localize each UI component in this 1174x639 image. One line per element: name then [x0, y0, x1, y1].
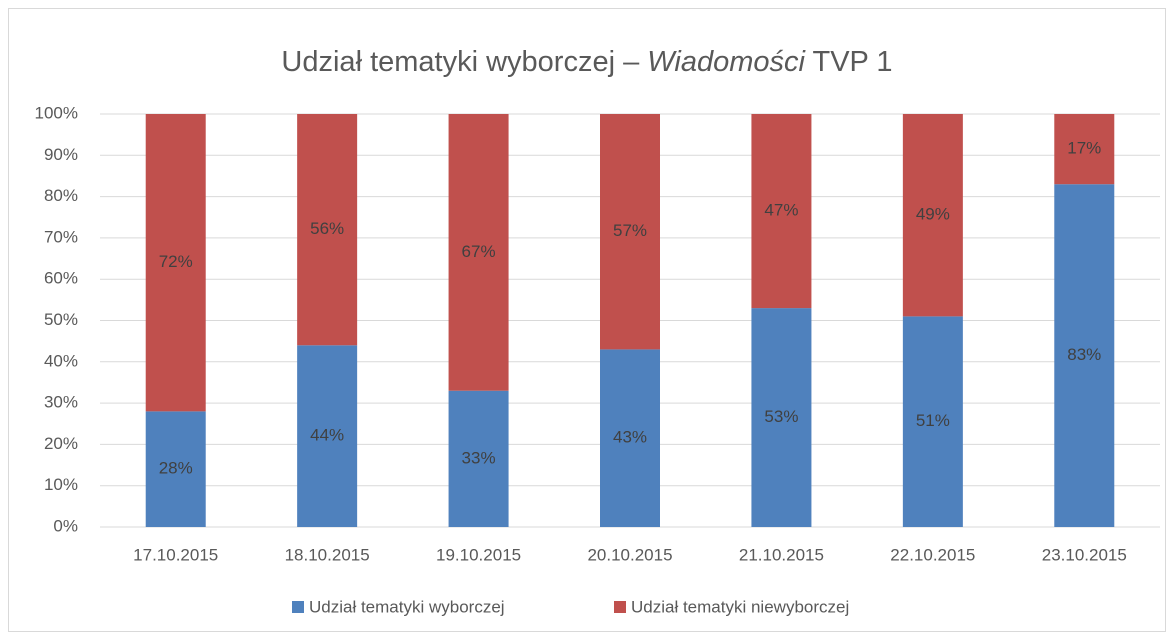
- x-tick-label: 19.10.2015: [436, 545, 521, 564]
- bar-segment: [902, 316, 963, 527]
- data-label: 51%: [916, 411, 950, 430]
- y-tick-label: 10%: [44, 475, 78, 494]
- bar-segment: [902, 114, 963, 317]
- title-part: Wiadomości: [647, 46, 806, 78]
- data-label: 43%: [613, 428, 647, 447]
- bar-segment: [448, 390, 509, 527]
- data-label: 56%: [310, 219, 344, 238]
- legend-label: Udział tematyki niewyborczej: [631, 597, 849, 616]
- bar-segment: [751, 308, 812, 527]
- y-tick-label: 20%: [44, 434, 78, 453]
- x-tick-label: 18.10.2015: [285, 545, 370, 564]
- bar-segment: [1054, 184, 1115, 527]
- chart-title: Udział tematyki wyborczej – Wiadomości T…: [281, 46, 892, 78]
- data-label: 44%: [310, 426, 344, 445]
- x-tick-label: 23.10.2015: [1042, 545, 1127, 564]
- legend-swatch: [292, 601, 304, 613]
- y-tick-label: 30%: [44, 393, 78, 412]
- bar-segment: [751, 114, 812, 309]
- data-label: 67%: [462, 242, 496, 261]
- x-tick-label: 20.10.2015: [587, 545, 672, 564]
- bar-segment: [145, 411, 206, 527]
- data-label: 53%: [764, 407, 798, 426]
- bar-segment: [297, 345, 358, 527]
- y-tick-label: 90%: [44, 145, 78, 164]
- data-label: 17%: [1067, 139, 1101, 158]
- title-part: Udział tematyki wyborczej –: [281, 46, 647, 78]
- bar-segment: [448, 114, 509, 391]
- data-label: 57%: [613, 221, 647, 240]
- y-tick-label: 0%: [53, 516, 78, 535]
- y-tick-label: 80%: [44, 186, 78, 205]
- y-tick-label: 60%: [44, 269, 78, 288]
- data-label: 72%: [159, 252, 193, 271]
- y-tick-label: 50%: [44, 310, 78, 329]
- x-tick-label: 21.10.2015: [739, 545, 824, 564]
- bar-segment: [297, 114, 358, 346]
- bar-segment: [1054, 114, 1115, 185]
- data-label: 28%: [159, 459, 193, 478]
- bar-segment: [145, 114, 206, 412]
- x-tick-label: 17.10.2015: [133, 545, 218, 564]
- y-tick-label: 100%: [35, 103, 78, 122]
- x-tick-label: 22.10.2015: [890, 545, 975, 564]
- data-label: 33%: [462, 448, 496, 467]
- bar-segment: [600, 349, 660, 527]
- title-part: TVP 1: [805, 46, 893, 78]
- data-label: 83%: [1067, 345, 1101, 364]
- y-tick-label: 40%: [44, 351, 78, 370]
- y-tick-label: 70%: [44, 227, 78, 246]
- legend-label: Udział tematyki wyborczej: [309, 597, 505, 616]
- data-label: 47%: [764, 201, 798, 220]
- legend-swatch: [614, 601, 626, 613]
- data-label: 49%: [916, 205, 950, 224]
- bar-segment: [600, 114, 660, 350]
